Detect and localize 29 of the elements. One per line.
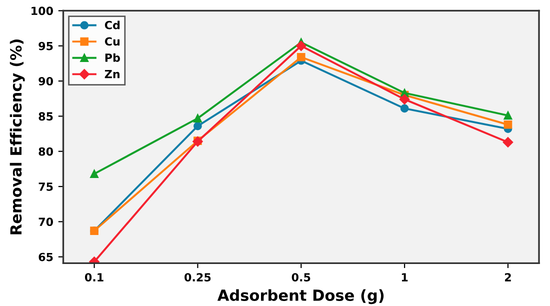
y-tick-label: 75 [38,182,53,191]
y-axis-title: Removal Efficiency (%) [10,40,25,234]
x-tick-label: 2 [504,273,511,282]
x-axis-title: Adsorbent Dose (g) [217,289,384,304]
legend-label: Cu [104,37,120,46]
y-tick-label: 65 [38,252,53,262]
point [194,122,202,130]
legend-label: Pb [105,53,120,62]
point [502,137,514,148]
point [296,52,306,62]
legend-label: Cd [104,20,120,30]
point [504,111,512,120]
y-tick-label: 100 [32,6,53,16]
point [296,40,306,51]
point [90,170,98,178]
point [504,120,512,129]
point [399,94,410,104]
y-tick-label: 85 [38,112,53,121]
x-tick-label: 0.5 [292,273,310,282]
y-tick-label: 80 [38,147,53,156]
y-tick-label: 70 [38,218,53,226]
point [194,114,202,122]
y-tick-label: 95 [38,42,53,50]
point [400,104,409,113]
legend-label: Zn [104,70,120,78]
x-tick-label: 0.1 [84,273,104,282]
y-tick-label: 90 [38,77,53,86]
x-tick-label: 0.25 [184,273,211,282]
x-tick-label: 1 [402,273,408,282]
